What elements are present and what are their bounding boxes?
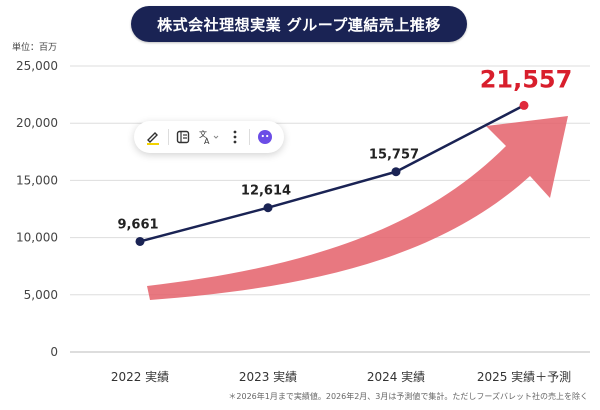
data-point bbox=[135, 236, 145, 246]
y-tick-label: 5,000 bbox=[24, 288, 58, 302]
data-label: 21,557 bbox=[480, 65, 573, 93]
x-tick-label: 2024 実績 bbox=[367, 369, 425, 384]
more-icon[interactable] bbox=[224, 126, 246, 148]
y-tick-label: 25,000 bbox=[16, 59, 58, 73]
data-label: 9,661 bbox=[117, 217, 158, 232]
floating-toolbar: 文 A bbox=[134, 121, 284, 153]
y-tick-label: 10,000 bbox=[16, 231, 58, 245]
data-point bbox=[391, 167, 401, 177]
trend-arrow-icon bbox=[147, 116, 568, 300]
grid-layer bbox=[70, 65, 590, 353]
series-line-layer bbox=[139, 104, 525, 243]
y-axis-ticks: 0 5,000 10,000 15,000 20,000 25,000 bbox=[16, 59, 58, 359]
translate-icon[interactable]: 文 A bbox=[198, 126, 220, 148]
toolbar-divider bbox=[167, 129, 169, 145]
x-tick-label: 2022 実績 bbox=[111, 369, 169, 384]
note-icon[interactable] bbox=[172, 126, 194, 148]
assistant-icon[interactable] bbox=[254, 126, 276, 148]
data-label: 12,614 bbox=[241, 184, 291, 199]
trend-arrow-layer bbox=[147, 116, 568, 300]
y-tick-label: 0 bbox=[50, 345, 58, 359]
unit-label: 単位：百万 bbox=[12, 43, 58, 53]
svg-text:A: A bbox=[204, 137, 210, 145]
series-points-layer bbox=[135, 100, 529, 246]
y-tick-label: 20,000 bbox=[16, 116, 58, 130]
highlighter-icon[interactable] bbox=[142, 126, 164, 148]
x-tick-label: 2025 実績＋予測 bbox=[477, 369, 571, 384]
toolbar-divider bbox=[249, 129, 251, 145]
data-label: 15,757 bbox=[369, 148, 419, 163]
svg-text:文: 文 bbox=[199, 129, 207, 139]
series-line bbox=[139, 104, 525, 243]
x-tick-label: 2023 実績 bbox=[239, 369, 297, 384]
footnote: ＊2026年1月まで実績値。2026年2月、3月は予測値で集計。ただしフーズバレ… bbox=[228, 392, 588, 401]
data-labels-layer: 9,661 12,614 15,757 21,557 bbox=[117, 65, 572, 232]
data-point bbox=[263, 203, 273, 213]
chart-title: 株式会社理想実業 グループ連結売上推移 bbox=[131, 6, 467, 42]
data-point bbox=[519, 100, 529, 110]
y-tick-label: 15,000 bbox=[16, 173, 58, 187]
x-axis-ticks: 2022 実績 2023 実績 2024 実績 2025 実績＋予測 bbox=[111, 369, 571, 384]
